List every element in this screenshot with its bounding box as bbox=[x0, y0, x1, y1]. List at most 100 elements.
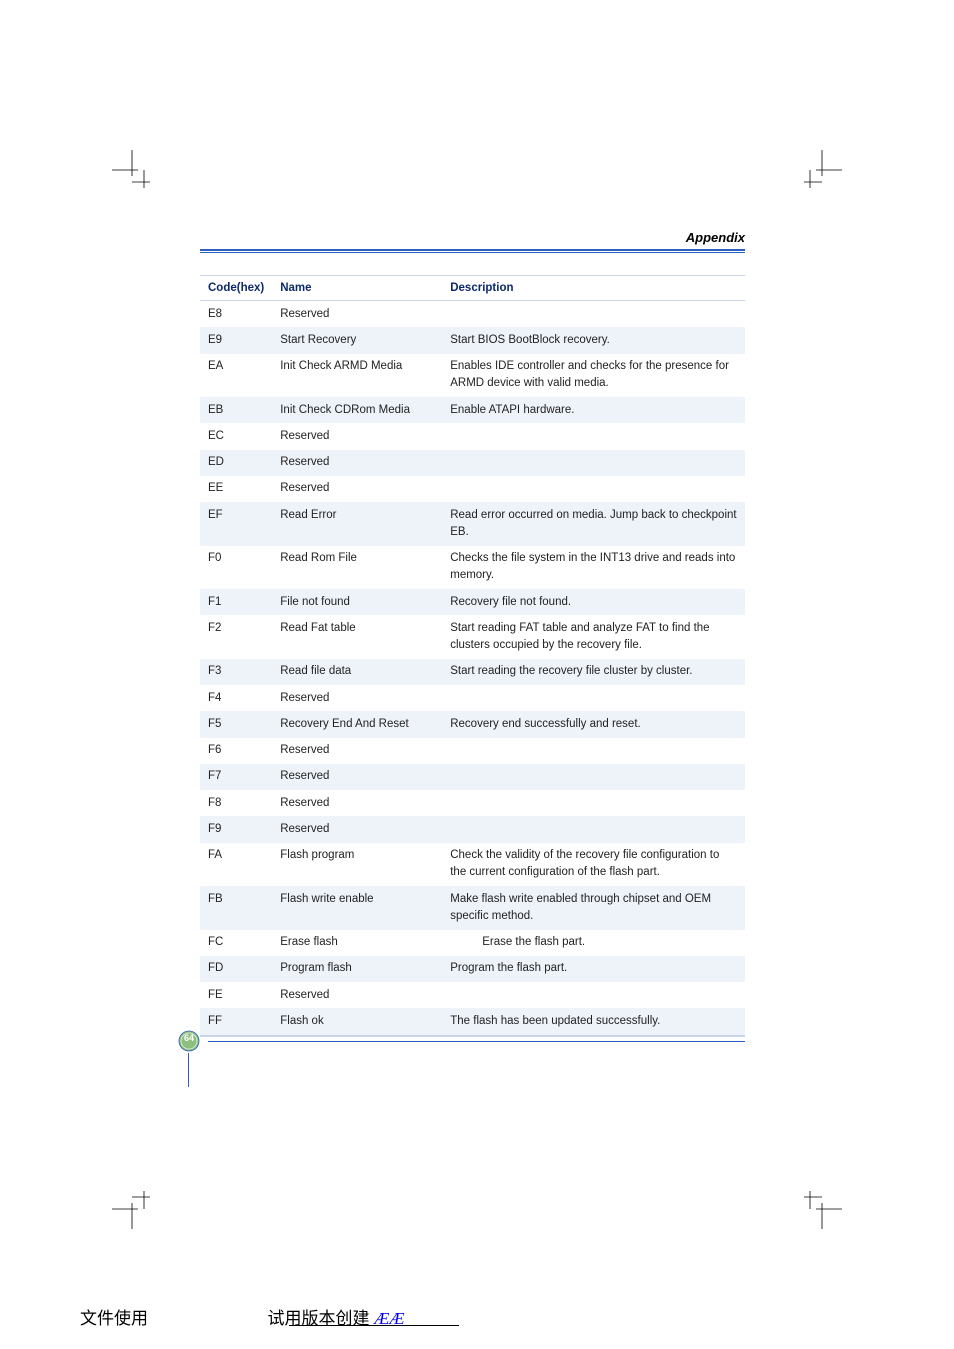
cell-name: Read Rom File bbox=[272, 546, 442, 590]
cell-name: Init Check ARMD Media bbox=[272, 354, 442, 398]
cell-name: Recovery End And Reset bbox=[272, 711, 442, 737]
cell-name: Erase flash bbox=[272, 930, 442, 956]
page-number-badge: 64 bbox=[178, 1030, 200, 1052]
cell-desc bbox=[442, 476, 745, 502]
table-row: F3Read file dataStart reading the recove… bbox=[200, 659, 745, 685]
cell-name: Reserved bbox=[272, 738, 442, 764]
table-row: FCErase flash Erase the flash part. bbox=[200, 930, 745, 956]
table-row: F4Reserved bbox=[200, 685, 745, 711]
table-row: ECReserved bbox=[200, 423, 745, 449]
cell-desc bbox=[442, 738, 745, 764]
cell-name: Reserved bbox=[272, 790, 442, 816]
cell-code: EC bbox=[200, 423, 272, 449]
cell-name: Read Fat table bbox=[272, 615, 442, 659]
cell-desc bbox=[442, 685, 745, 711]
cell-name: Init Check CDRom Media bbox=[272, 397, 442, 423]
table-row: F8Reserved bbox=[200, 790, 745, 816]
cell-name: Read Error bbox=[272, 502, 442, 546]
cell-desc: Start reading the recovery file cluster … bbox=[442, 659, 745, 685]
section-title: Appendix bbox=[200, 230, 745, 249]
table-row: F2Read Fat tableStart reading FAT table … bbox=[200, 615, 745, 659]
page-footer-rule: 64 bbox=[200, 1041, 745, 1042]
table-row: EDReserved bbox=[200, 450, 745, 476]
table-row: EBInit Check CDRom MediaEnable ATAPI har… bbox=[200, 397, 745, 423]
table-row: EEReserved bbox=[200, 476, 745, 502]
cell-code: FA bbox=[200, 843, 272, 887]
col-header-desc: Description bbox=[442, 276, 745, 301]
cropmark-bottom-left bbox=[112, 1189, 152, 1229]
cell-name: Reserved bbox=[272, 764, 442, 790]
table-row: E9Start RecoveryStart BIOS BootBlock rec… bbox=[200, 327, 745, 353]
cell-desc bbox=[442, 301, 745, 327]
page-number: 64 bbox=[178, 1033, 200, 1043]
cell-name: Reserved bbox=[272, 450, 442, 476]
cell-code: EF bbox=[200, 502, 272, 546]
cell-desc: Erase the flash part. bbox=[442, 930, 745, 956]
cell-desc bbox=[442, 816, 745, 842]
cell-code: F7 bbox=[200, 764, 272, 790]
cell-code: F0 bbox=[200, 546, 272, 590]
cell-code: F5 bbox=[200, 711, 272, 737]
cell-name: Flash ok bbox=[272, 1008, 442, 1035]
cell-desc bbox=[442, 450, 745, 476]
cell-desc: Start reading FAT table and analyze FAT … bbox=[442, 615, 745, 659]
cell-name: Reserved bbox=[272, 301, 442, 327]
footer-underline bbox=[289, 1325, 459, 1326]
cell-name: Flash write enable bbox=[272, 886, 442, 930]
table-row: EAInit Check ARMD MediaEnables IDE contr… bbox=[200, 354, 745, 398]
cell-name: Reserved bbox=[272, 476, 442, 502]
cell-desc: Enables IDE controller and checks for th… bbox=[442, 354, 745, 398]
cropmark-bottom-right bbox=[802, 1189, 842, 1229]
table-row: EFRead ErrorRead error occurred on media… bbox=[200, 502, 745, 546]
cell-desc bbox=[442, 982, 745, 1008]
table-row: F9Reserved bbox=[200, 816, 745, 842]
cell-desc: Recovery file not found. bbox=[442, 589, 745, 615]
footer-left: 文件使用 bbox=[80, 1309, 148, 1328]
cell-desc: Checks the file system in the INT13 driv… bbox=[442, 546, 745, 590]
col-header-name: Name bbox=[272, 276, 442, 301]
cell-name: Reserved bbox=[272, 423, 442, 449]
cell-code: E8 bbox=[200, 301, 272, 327]
cell-desc bbox=[442, 423, 745, 449]
cell-desc: Start BIOS BootBlock recovery. bbox=[442, 327, 745, 353]
cell-name: Flash program bbox=[272, 843, 442, 887]
cell-desc: Check the validity of the recovery file … bbox=[442, 843, 745, 887]
table-row: FDProgram flashProgram the flash part. bbox=[200, 956, 745, 982]
page-badge-stem bbox=[188, 1053, 189, 1087]
cell-desc: Program the flash part. bbox=[442, 956, 745, 982]
table-row: FBFlash write enableMake flash write ena… bbox=[200, 886, 745, 930]
table-row: FAFlash programCheck the validity of the… bbox=[200, 843, 745, 887]
cell-desc bbox=[442, 764, 745, 790]
cell-desc: Enable ATAPI hardware. bbox=[442, 397, 745, 423]
cell-code: EA bbox=[200, 354, 272, 398]
cell-code: F3 bbox=[200, 659, 272, 685]
cell-code: F1 bbox=[200, 589, 272, 615]
cell-name: File not found bbox=[272, 589, 442, 615]
cell-desc: Read error occurred on media. Jump back … bbox=[442, 502, 745, 546]
codes-table: Code(hex) Name Description E8ReservedE9S… bbox=[200, 275, 745, 1037]
table-row: FFFlash okThe flash has been updated suc… bbox=[200, 1008, 745, 1035]
cell-desc: The flash has been updated successfully. bbox=[442, 1008, 745, 1035]
cell-name: Reserved bbox=[272, 982, 442, 1008]
cell-name: Read file data bbox=[272, 659, 442, 685]
table-row: F7Reserved bbox=[200, 764, 745, 790]
cell-code: EB bbox=[200, 397, 272, 423]
table-row: F1File not foundRecovery file not found. bbox=[200, 589, 745, 615]
cell-code: EE bbox=[200, 476, 272, 502]
cropmark-top-left bbox=[112, 150, 152, 190]
cell-code: F4 bbox=[200, 685, 272, 711]
table-row: FEReserved bbox=[200, 982, 745, 1008]
cropmark-top-right bbox=[802, 150, 842, 190]
cell-desc bbox=[442, 790, 745, 816]
cell-code: F8 bbox=[200, 790, 272, 816]
cell-desc: Recovery end successfully and reset. bbox=[442, 711, 745, 737]
cell-code: F9 bbox=[200, 816, 272, 842]
cell-desc: Make flash write enabled through chipset… bbox=[442, 886, 745, 930]
cell-code: FD bbox=[200, 956, 272, 982]
cell-name: Reserved bbox=[272, 816, 442, 842]
cell-name: Start Recovery bbox=[272, 327, 442, 353]
pdf-watermark-footer: 文件使用 试用版本创建 ÆÆ bbox=[0, 1304, 954, 1329]
table-row: E8Reserved bbox=[200, 301, 745, 327]
table-row: F5Recovery End And ResetRecovery end suc… bbox=[200, 711, 745, 737]
page-content: Appendix Code(hex) Name Description E8Re… bbox=[200, 230, 745, 1042]
